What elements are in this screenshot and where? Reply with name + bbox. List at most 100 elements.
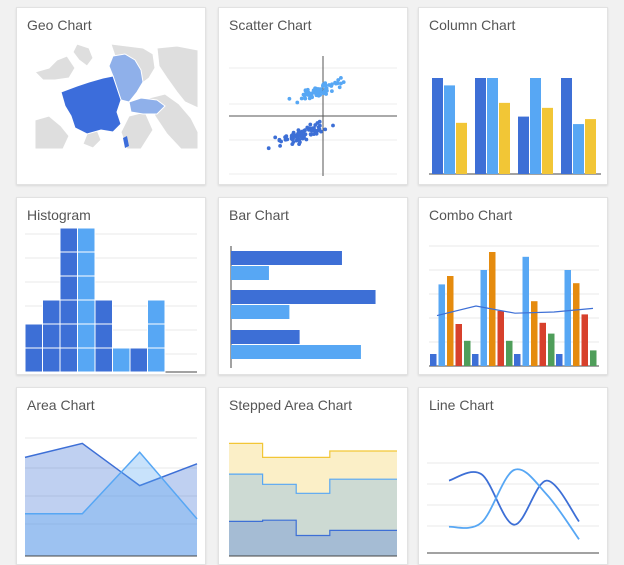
stepped-fill-series-1	[229, 443, 397, 556]
stepped-fill-series-2	[229, 474, 397, 556]
line-series-1	[448, 471, 580, 526]
column-bar-series-2	[573, 124, 584, 174]
stepped-line-series-3	[229, 519, 397, 537]
scatter-point-series-2	[308, 122, 313, 127]
histogram-block	[77, 347, 96, 373]
combo-bar-series-2	[522, 256, 529, 366]
histogram-block	[59, 251, 78, 277]
histogram-block	[59, 227, 78, 253]
area-fill-series-1	[25, 443, 197, 556]
column-bar-series-2	[444, 85, 455, 174]
column-bar-series-3	[585, 119, 596, 174]
combo-bar-series-2	[480, 270, 487, 366]
scatter-point-series-2	[308, 132, 313, 136]
scatter-point-series-2	[290, 142, 295, 147]
scatter-point-series-2	[296, 132, 301, 136]
scatter-point-series-2	[300, 129, 305, 134]
scatter-point-series-2	[310, 128, 314, 133]
histogram-block	[42, 347, 61, 373]
histogram-block	[94, 323, 113, 349]
scatter-point-series-2	[302, 133, 306, 138]
map-country-germany	[108, 53, 144, 103]
tile-title: Geo Chart	[27, 17, 92, 33]
histogram-block	[77, 275, 96, 301]
combo-bar-series-1	[514, 354, 521, 366]
tile-line-chart[interactable]: Line Chart	[418, 387, 608, 565]
scatter-point-series-2	[294, 135, 299, 140]
tile-scatter-chart[interactable]: Scatter Chart	[218, 7, 408, 185]
histogram-block	[94, 299, 113, 325]
histogram-block	[112, 347, 131, 373]
scatter-point-series-1	[295, 100, 300, 105]
scatter-point-series-2	[323, 127, 328, 132]
combo-bar-series-4	[581, 314, 588, 366]
column-bar-series-2	[530, 78, 541, 174]
scatter-point-series-2	[312, 126, 316, 130]
tile-bar-chart[interactable]: Bar Chart	[218, 197, 408, 375]
histogram-chart	[24, 227, 197, 373]
bar-chart	[230, 246, 376, 368]
histogram-block	[59, 275, 78, 301]
tile-stepped-area-chart[interactable]: Stepped Area Chart	[218, 387, 408, 565]
combo-bar-series-5	[464, 340, 471, 366]
tile-title: Scatter Chart	[229, 17, 312, 33]
tile-title: Column Chart	[429, 17, 516, 33]
area-fill-series-2	[25, 452, 197, 556]
tile-geo-chart[interactable]: Geo Chart	[16, 7, 206, 185]
scatter-point-series-1	[339, 81, 343, 86]
column-bar-series-3	[456, 122, 467, 174]
bar-series-1	[231, 330, 300, 344]
histogram-block	[77, 323, 96, 349]
scatter-point-series-2	[331, 123, 335, 128]
scatter-point-series-1	[287, 96, 292, 101]
line-chart	[427, 462, 599, 554]
histogram-block	[42, 299, 61, 325]
bar-series-2	[231, 266, 269, 280]
map-country	[34, 55, 76, 81]
combo-bar-series-5	[506, 340, 513, 366]
scatter-point-series-1	[301, 92, 306, 97]
scatter-point-series-1	[303, 96, 307, 101]
scatter-point-series-1	[299, 96, 304, 101]
histogram-block	[42, 323, 61, 349]
scatter-point-series-1	[310, 95, 314, 100]
scatter-point-series-2	[277, 138, 282, 143]
scatter-point-series-2	[283, 137, 288, 142]
map-country-france	[60, 75, 122, 135]
combo-bar-series-2	[438, 284, 445, 366]
combo-bar-series-5	[548, 333, 555, 366]
scatter-point-series-2	[273, 135, 278, 140]
scatter-point-series-2	[315, 121, 320, 125]
combo-bar-series-2	[564, 270, 571, 366]
column-bar-series-1	[561, 78, 572, 174]
histogram-block	[59, 299, 78, 325]
tile-title: Line Chart	[429, 397, 494, 413]
combo-chart	[429, 245, 599, 367]
area-line-series-1	[24, 442, 198, 487]
histogram-block	[59, 347, 78, 373]
tile-column-chart[interactable]: Column Chart	[418, 7, 608, 185]
scatter-point-series-1	[312, 90, 317, 95]
tile-combo-chart[interactable]: Combo Chart	[418, 197, 608, 375]
histogram-block	[77, 299, 96, 325]
combo-bar-series-4	[539, 322, 546, 366]
scatter-point-series-2	[317, 127, 322, 132]
bar-series-1	[231, 290, 376, 304]
map-country	[34, 115, 70, 150]
combo-bar-series-1	[556, 354, 563, 366]
combo-bar-series-1	[430, 354, 437, 366]
scatter-point-series-2	[314, 131, 319, 136]
combo-bar-series-3	[573, 283, 580, 366]
column-chart	[429, 78, 601, 175]
bar-series-2	[231, 345, 361, 359]
combo-bar-series-5	[590, 350, 597, 366]
scatter-point-series-1	[336, 78, 341, 82]
scatter-point-series-1	[321, 83, 325, 87]
map-country	[156, 45, 199, 109]
stepped-area-chart	[229, 442, 397, 557]
scatter-point-series-1	[330, 89, 334, 93]
bar-series-2	[231, 305, 290, 319]
combo-bar-series-4	[455, 324, 462, 366]
tile-area-chart[interactable]: Area Chart	[16, 387, 206, 565]
tile-histogram[interactable]: Histogram	[16, 197, 206, 375]
